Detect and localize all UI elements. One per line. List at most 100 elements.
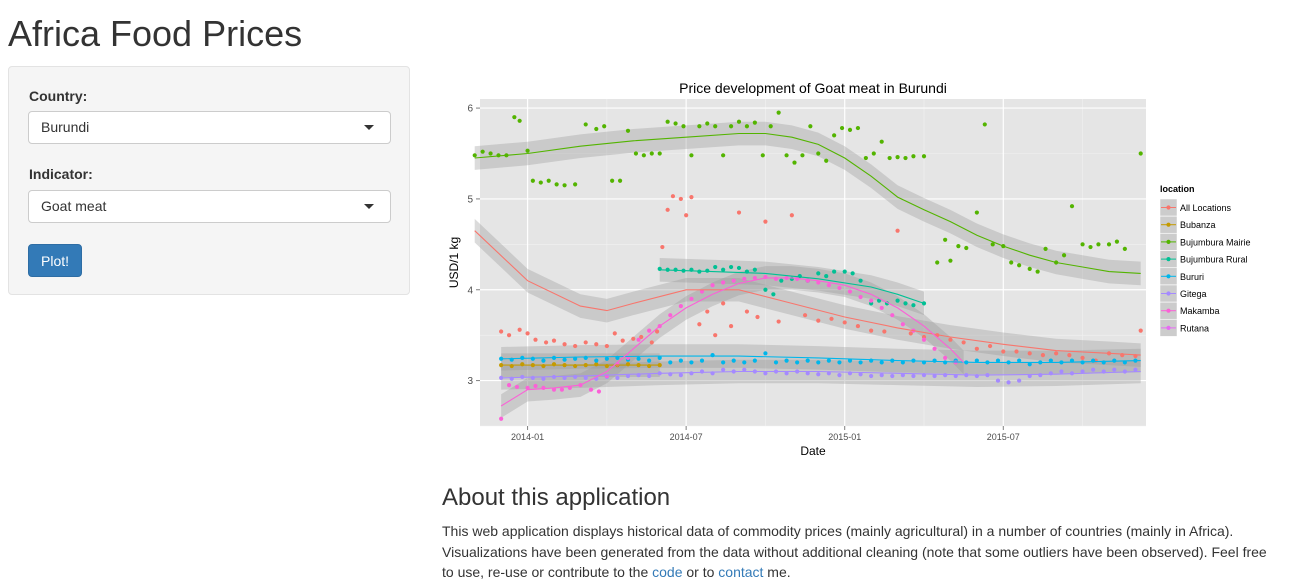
data-point	[1106, 242, 1112, 247]
data-point	[499, 416, 504, 421]
country-select[interactable]: Burundi	[28, 111, 391, 144]
data-point	[660, 244, 665, 250]
data-point	[668, 360, 673, 365]
data-point	[824, 158, 829, 163]
data-point	[842, 269, 847, 274]
data-point	[721, 301, 726, 306]
code-link[interactable]: code	[652, 564, 683, 580]
sidebar-panel: Country: Burundi Indicator: Goat meat Pl…	[8, 66, 410, 295]
data-point	[573, 182, 578, 187]
data-point	[517, 118, 522, 123]
data-point	[847, 127, 853, 132]
data-point	[705, 268, 710, 273]
data-point	[943, 360, 948, 365]
data-point	[559, 387, 565, 392]
legend-key-point	[1166, 291, 1171, 296]
data-point	[943, 355, 948, 360]
data-point	[689, 153, 694, 158]
data-point	[890, 313, 895, 318]
data-point	[710, 283, 715, 288]
y-tick-label: 6	[467, 104, 473, 115]
data-point	[752, 120, 757, 125]
data-point	[689, 371, 694, 376]
data-point	[1059, 369, 1064, 374]
plot-button[interactable]: Plot!	[28, 244, 83, 277]
data-point	[647, 373, 652, 379]
data-point	[932, 358, 937, 363]
data-point	[961, 340, 966, 345]
trend-line	[659, 269, 925, 304]
data-point	[1133, 367, 1138, 372]
data-point	[678, 373, 683, 378]
data-point	[974, 210, 979, 215]
data-point	[956, 244, 961, 249]
data-point	[480, 149, 485, 154]
data-point	[625, 373, 631, 379]
data-point	[742, 360, 747, 365]
indicator-select[interactable]: Goat meat	[28, 190, 391, 223]
data-point	[588, 387, 594, 392]
legend-key-point	[1166, 222, 1171, 227]
data-point	[1061, 253, 1067, 258]
data-point	[869, 328, 874, 333]
data-point	[684, 213, 689, 218]
data-point	[760, 153, 765, 158]
data-point	[583, 122, 588, 127]
data-point	[625, 128, 631, 133]
data-point	[514, 384, 520, 390]
data-point	[816, 318, 821, 323]
contact-link[interactable]: contact	[718, 564, 764, 580]
data-point	[533, 383, 538, 389]
data-point	[530, 356, 535, 361]
data-point	[705, 309, 710, 314]
data-point	[472, 153, 477, 158]
data-point	[752, 358, 757, 363]
confidence-band	[501, 359, 1141, 390]
data-point	[1069, 204, 1075, 209]
chevron-down-icon	[364, 125, 374, 130]
data-point	[789, 213, 794, 218]
data-point	[594, 342, 599, 347]
data-point	[731, 358, 736, 363]
data-point	[596, 389, 602, 394]
data-point	[562, 357, 567, 362]
y-tick-label: 4	[467, 285, 473, 296]
data-point	[657, 355, 662, 360]
data-point	[763, 287, 768, 292]
data-point	[1138, 328, 1143, 333]
data-point	[948, 337, 953, 342]
data-point	[987, 343, 993, 349]
x-tick-label: 2014-01	[511, 432, 544, 442]
data-point	[842, 320, 847, 325]
confidence-band	[474, 218, 1141, 367]
data-point	[1027, 266, 1032, 271]
data-point	[773, 360, 779, 365]
data-point	[808, 124, 813, 129]
y-tick-label: 5	[467, 194, 473, 205]
data-point	[633, 151, 639, 156]
data-point	[736, 119, 742, 124]
data-point	[921, 154, 927, 159]
data-point	[1035, 269, 1040, 274]
data-point	[525, 331, 530, 336]
data-point	[890, 373, 895, 379]
data-point	[752, 267, 757, 272]
data-point	[583, 340, 588, 345]
data-point	[982, 122, 987, 127]
data-point	[1040, 353, 1046, 358]
legend-label: Bururi	[1180, 272, 1204, 282]
data-point	[932, 373, 937, 379]
data-point	[1114, 239, 1120, 244]
data-point	[713, 124, 718, 129]
data-point	[779, 278, 784, 283]
data-point	[1096, 242, 1101, 247]
data-point	[879, 373, 884, 378]
data-point	[713, 264, 718, 270]
data-point	[900, 360, 905, 365]
data-point	[488, 151, 493, 156]
data-point	[678, 304, 683, 309]
data-point	[612, 331, 617, 336]
data-point	[879, 305, 884, 311]
data-point	[837, 285, 842, 291]
data-point	[705, 121, 710, 126]
